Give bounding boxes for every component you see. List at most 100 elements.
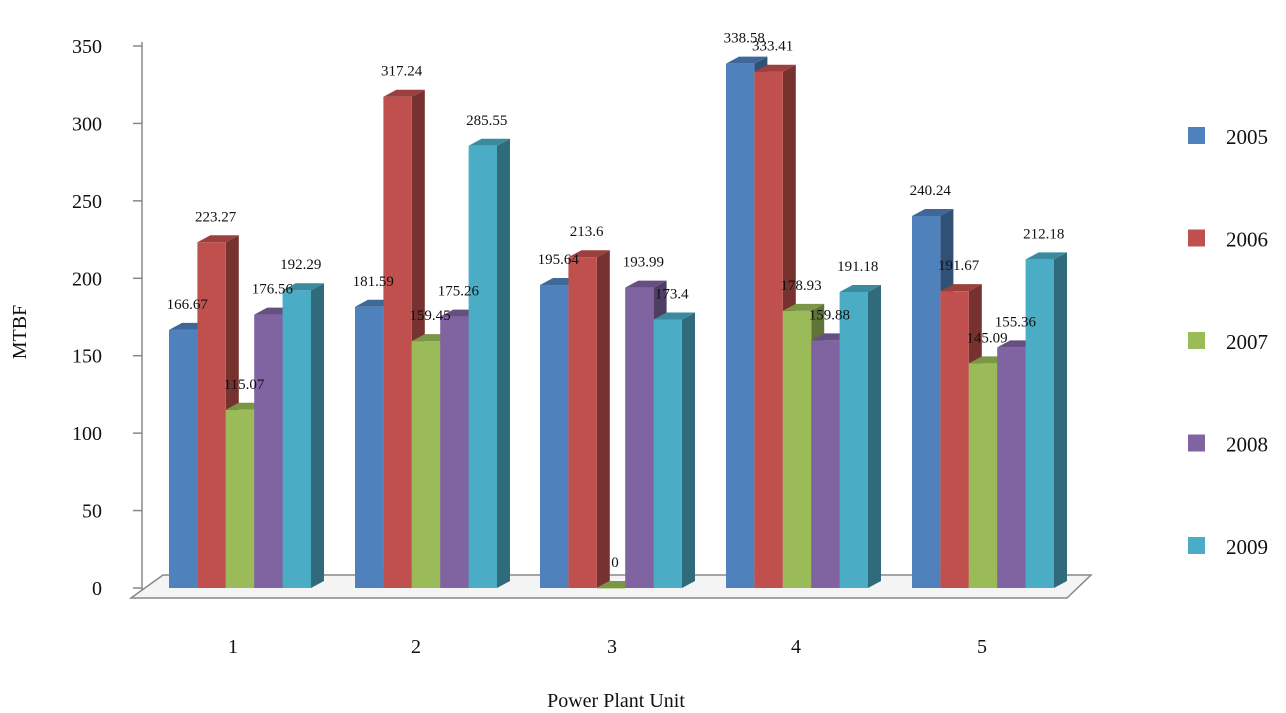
bar-top-face — [912, 208, 954, 216]
bar-front-face — [968, 363, 998, 588]
bar-front-face — [940, 291, 969, 588]
bar-front-face — [1025, 259, 1054, 588]
data-label: 145.09 — [966, 330, 1007, 346]
data-label: 115.07 — [224, 377, 265, 393]
bar-side-face — [596, 250, 610, 588]
x-tick-label: 1 — [228, 636, 238, 658]
bar-top-face — [726, 56, 768, 64]
bar — [754, 64, 796, 589]
bar-top-face — [653, 312, 695, 320]
y-tick-label: 200 — [72, 268, 102, 290]
legend-swatch — [1188, 229, 1205, 247]
data-label: 0 — [611, 555, 619, 571]
data-label: 212.18 — [1023, 226, 1064, 242]
x-tick-label: 3 — [607, 636, 617, 658]
legend-swatch — [1188, 127, 1205, 144]
x-axis-title: Power Plant Unit — [547, 690, 685, 712]
bar-front-face — [754, 71, 783, 589]
bar-top-face — [468, 138, 510, 146]
bar — [839, 284, 881, 588]
bar-top-face — [1025, 252, 1067, 260]
bars-layer — [169, 56, 1067, 589]
data-label: 159.45 — [409, 308, 450, 324]
bar-front-face — [225, 409, 255, 588]
legend-swatch — [1188, 537, 1205, 554]
data-label: 191.18 — [837, 259, 878, 275]
bar-front-face — [625, 287, 654, 588]
bar-front-face — [540, 285, 569, 588]
bar-side-face — [497, 138, 510, 589]
data-label: 192.29 — [280, 257, 321, 273]
bar-front-face — [839, 291, 868, 588]
bar — [653, 312, 695, 588]
data-label: 317.24 — [381, 64, 423, 80]
bar-side-face — [682, 312, 695, 588]
data-label: 176.56 — [252, 282, 294, 298]
data-label: 338.58 — [724, 31, 765, 47]
legend-swatch — [1188, 332, 1205, 349]
data-label: 195.64 — [538, 252, 580, 268]
bar-side-face — [868, 284, 881, 588]
bar-front-face — [197, 242, 226, 588]
bar-top-face — [782, 303, 825, 311]
legend-label: 2006 — [1226, 228, 1268, 252]
bar-top-face — [568, 250, 610, 258]
bar-top-face — [383, 89, 425, 97]
y-tick-label: 300 — [72, 113, 102, 135]
bar — [568, 250, 610, 588]
y-axis-title: MTBF — [9, 305, 31, 359]
data-label: 181.59 — [353, 274, 394, 290]
y-tick-label: 350 — [72, 36, 102, 58]
legend-label: 2009 — [1226, 535, 1268, 559]
bar-front-face — [254, 314, 283, 588]
bar-front-face — [568, 257, 597, 588]
data-label: 175.26 — [438, 284, 480, 300]
bar — [282, 283, 324, 588]
legend-swatch — [1188, 434, 1205, 452]
bar-front-face — [468, 145, 497, 589]
bar-front-face — [355, 306, 384, 588]
bar-top-face — [940, 284, 982, 292]
bar-front-face — [726, 63, 755, 588]
y-tick-label: 50 — [82, 501, 102, 523]
bar-front-face — [383, 96, 412, 588]
legend: 2005 2006 2007 2008 2009 — [1188, 125, 1268, 559]
bar-front-face — [411, 341, 441, 588]
legend-label: 2008 — [1226, 433, 1268, 457]
bar-front-face — [653, 319, 682, 588]
bar-side-face — [311, 283, 324, 588]
data-label: 166.67 — [167, 297, 209, 313]
bar-top-face — [282, 283, 324, 291]
data-label: 193.99 — [623, 255, 664, 271]
data-label: 213.6 — [570, 224, 604, 240]
y-tick-label: 0 — [92, 578, 102, 600]
bar-side-face — [1054, 252, 1067, 588]
bar — [468, 138, 510, 589]
x-tick-label: 2 — [411, 636, 421, 658]
bar-front-face — [440, 316, 469, 588]
y-tick-label: 100 — [72, 423, 102, 445]
bar-front-face — [811, 340, 840, 588]
data-label: 178.93 — [780, 278, 821, 294]
legend-label: 2007 — [1226, 330, 1268, 354]
bar-front-face — [596, 588, 626, 589]
bar-front-face — [782, 310, 812, 588]
x-tick-label: 5 — [977, 636, 987, 658]
data-label: 191.67 — [938, 258, 980, 274]
bar-top-face — [754, 64, 796, 72]
legend-label: 2005 — [1226, 125, 1268, 149]
bar-front-face — [912, 215, 941, 589]
y-tick-label: 150 — [72, 346, 102, 368]
y-tick-label: 250 — [72, 191, 102, 213]
data-label: 333.41 — [752, 39, 793, 55]
data-label: 240.24 — [910, 183, 952, 199]
data-label: 155.36 — [995, 314, 1037, 330]
x-tick-label: 4 — [791, 636, 801, 658]
bar — [1025, 252, 1067, 588]
data-label: 223.27 — [195, 209, 237, 225]
data-label: 159.88 — [809, 307, 850, 323]
bar-top-face — [839, 284, 881, 292]
data-labels-layer: 166.67 223.27 115.07 176.56 192.29 181.59 317.… — [167, 31, 1065, 571]
bar-top-face — [625, 280, 667, 288]
